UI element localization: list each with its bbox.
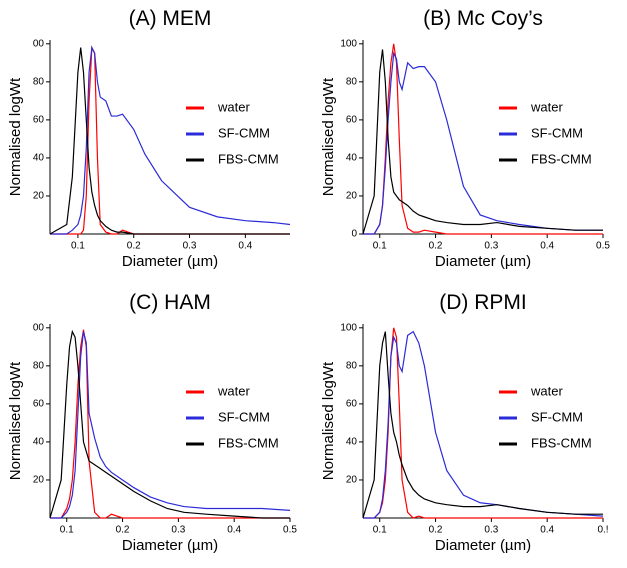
y-tick-label: 60 [346,115,358,126]
data-line [49,329,290,519]
x-tick-label: 0.4 [227,525,241,536]
y-tick-label: 20 [346,475,358,486]
legend-label: FBS-CMM [531,151,592,166]
x-tick-label: 0.4 [238,241,252,252]
legend-label: FBS-CMM [531,435,592,450]
data-line [363,51,603,235]
x-tick-label: 0.2 [127,241,141,252]
data-line [362,331,603,519]
y-axis-label: Normalised logWt [7,77,24,196]
data-line [50,331,291,519]
y-tick-label: 20 [33,475,45,486]
legend-label: SF-CMM [531,125,583,140]
legend-label: water [217,99,250,114]
y-axis-label: Normalised logWt [7,361,24,480]
x-axis-label: Diameter (µm) [435,253,531,270]
panel-title: (C) HAM [129,291,211,314]
panel-title: (B) Mc Coy’s [423,7,543,30]
data-line [49,47,290,235]
panel: (A) MEM Diameter (µm) Normalised logWt 0.1 0… [7,7,291,270]
y-tick-label: 80 [346,360,358,371]
y-tick-label: 80 [33,76,45,87]
y-tick-label: 00 [33,322,45,333]
legend-label: water [217,383,250,398]
y-tick-label: 40 [346,153,358,164]
x-axis-label: Diameter (µm) [122,537,218,554]
x-tick-label: 0.3 [484,525,498,536]
panel: (C) HAM Diameter (µm) Normalised logWt 0.1 0… [7,291,297,554]
x-axis-label: Diameter (µm) [435,537,531,554]
y-axis-label: Normalised logWt [320,77,337,196]
y-tick-label: 40 [346,437,358,448]
x-tick-label: 0.2 [429,525,443,536]
y-tick-label: 60 [346,399,358,410]
y-tick-label: 60 [33,399,45,410]
panel-title: (A) MEM [129,7,212,30]
legend-label: FBS-CMM [218,151,279,166]
x-tick-label: 0.5 [596,241,610,252]
x-tick-label: 0.1 [71,241,85,252]
x-tick-label: 0.3 [484,241,498,252]
legend-label: water [530,383,563,398]
y-axis-label: Normalised logWt [320,361,337,480]
y-tick-label: 0 [351,229,357,240]
legend-label: SF-CMM [218,409,270,424]
y-tick-label: 80 [33,360,45,371]
x-tick-label: 0.3 [183,241,197,252]
data-line [362,49,603,235]
data-line [50,329,290,519]
legend-label: FBS-CMM [218,435,279,450]
x-tick-label: 0.1 [373,525,387,536]
x-tick-label: 0.1 [60,525,74,536]
panel: (D) RPMI Diameter (µm) Normalised logWt 0.1… [320,291,609,554]
x-tick-label: 0.4 [540,525,554,536]
x-axis-label: Diameter (µm) [122,253,218,270]
x-tick-label: 0.2 [116,525,130,536]
legend-label: SF-CMM [531,409,583,424]
y-tick-label: 100 [340,38,357,49]
data-line [363,330,604,519]
y-tick-label: 60 [33,115,45,126]
panel: (B) Mc Coy’s Diameter (µm) Normalised logW… [320,7,610,270]
y-tick-label: 100 [340,322,357,333]
x-tick-label: 0.! [597,525,608,536]
data-line [363,327,603,519]
x-tick-label: 0.3 [171,525,185,536]
y-tick-label: 20 [346,191,358,202]
y-tick-label: 40 [33,153,45,164]
y-tick-label: 20 [33,191,45,202]
x-tick-label: 0.4 [540,241,554,252]
legend-label: SF-CMM [218,125,270,140]
y-tick-label: 40 [33,437,45,448]
y-tick-label: 00 [33,38,45,49]
x-tick-label: 0.2 [429,241,443,252]
y-tick-label: 80 [346,76,358,87]
x-tick-label: 0.5 [283,525,297,536]
panel-title: (D) RPMI [439,291,527,314]
x-tick-label: 0.1 [373,241,387,252]
data-line [50,45,291,235]
legend-label: water [530,99,563,114]
